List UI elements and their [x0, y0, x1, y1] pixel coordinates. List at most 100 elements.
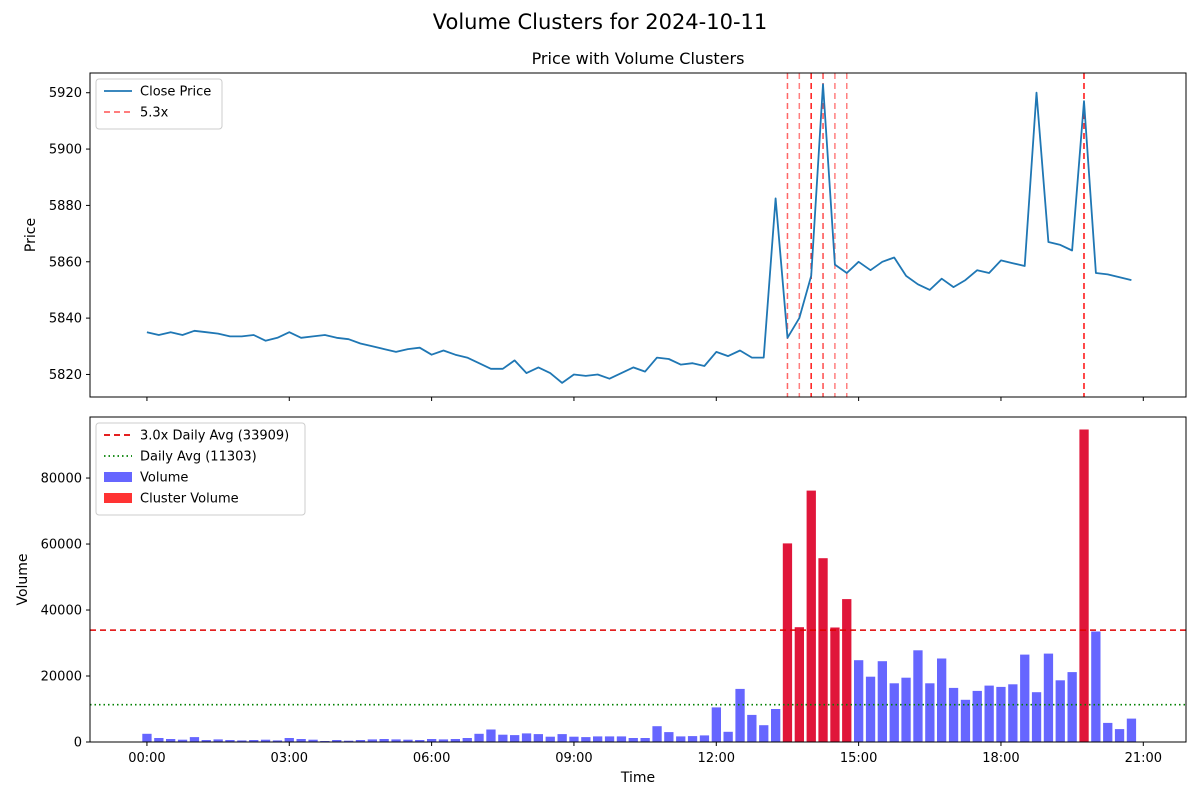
volume-bar — [450, 739, 460, 742]
volume-bar — [771, 709, 781, 742]
volume-bar — [854, 660, 864, 742]
volume-bar — [1126, 718, 1137, 742]
volume-bar — [474, 733, 484, 742]
axes-frame — [89, 416, 1187, 743]
x-tick-label: 18:00 — [982, 751, 1019, 766]
y-tick-label: 0 — [74, 736, 82, 751]
volume-bar — [462, 738, 472, 742]
volume-bar — [960, 699, 971, 742]
legend-label: 5.3x — [140, 106, 169, 121]
legend-swatch — [104, 493, 132, 503]
volume-bar — [1031, 692, 1042, 742]
cluster-volume-bar — [818, 558, 828, 742]
volume-bar — [652, 726, 662, 742]
volume-bar — [213, 739, 223, 742]
y-tick-label: 5860 — [49, 255, 82, 270]
volume-bar — [865, 676, 876, 742]
volume-bar — [972, 690, 982, 742]
legend: 3.0x Daily Avg (33909) Daily Avg (11303) V… — [95, 422, 306, 516]
volume-bar — [948, 687, 959, 742]
volume-bar — [687, 736, 698, 742]
volume-bar — [498, 734, 508, 742]
x-tick-label: 09:00 — [555, 751, 592, 766]
panel-title: Price with Volume Clusters — [532, 49, 745, 68]
y-tick-label: 40000 — [41, 604, 82, 619]
volume-bar — [877, 661, 887, 742]
volume-bar — [272, 740, 283, 742]
volume-bar — [604, 736, 615, 742]
legend-label: 3.0x Daily Avg (33909) — [140, 429, 289, 444]
close-price-line — [146, 83, 1132, 384]
x-tick-label: 15:00 — [840, 751, 877, 766]
legend-box — [95, 422, 306, 516]
volume-bar — [913, 650, 923, 742]
volume-bar — [557, 734, 567, 742]
volume-bar — [1091, 631, 1101, 742]
volume-bar — [901, 677, 911, 742]
volume-bar — [1020, 654, 1030, 742]
volume-bar — [616, 736, 627, 742]
volume-bar — [937, 658, 947, 742]
y-tick-label: 5820 — [49, 368, 82, 383]
legend-swatch — [104, 472, 132, 482]
volume-bar — [1008, 684, 1018, 742]
cluster-volume-bar — [782, 543, 793, 742]
axes-frame — [89, 72, 1187, 398]
y-tick-label: 5920 — [49, 86, 82, 101]
x-tick-label: 21:00 — [1125, 751, 1162, 766]
y-tick-label: 20000 — [41, 670, 82, 685]
volume-bar — [177, 739, 188, 742]
volume-bar — [628, 738, 638, 742]
volume-bar — [142, 733, 152, 742]
figure-title: Volume Clusters for 2024-10-11 — [432, 10, 768, 34]
volume-bar — [249, 740, 259, 742]
volume-bar — [664, 732, 674, 742]
volume-bar — [1103, 722, 1113, 742]
x-tick-label: 06:00 — [413, 751, 450, 766]
volume-bar — [308, 739, 318, 742]
volume-bar — [1067, 672, 1077, 742]
volume-bar — [154, 738, 164, 742]
volume-bar — [723, 731, 733, 742]
cluster-volume-bar — [842, 599, 852, 742]
volume-bar — [711, 707, 721, 742]
volume-bar — [984, 685, 994, 742]
x-tick-label: 12:00 — [698, 751, 735, 766]
volume-bar — [344, 740, 354, 742]
volume-bar — [332, 740, 342, 742]
volume-bar — [367, 739, 377, 742]
volume-bar — [996, 686, 1006, 742]
volume-bar — [201, 740, 211, 742]
legend-label: Daily Avg (11303) — [140, 450, 257, 465]
legend-label: Close Price — [140, 85, 211, 100]
volume-bar — [379, 739, 389, 742]
volume-bar — [225, 740, 235, 742]
volume-bar — [676, 736, 686, 742]
volume-bar — [735, 688, 745, 742]
legend-label: Volume — [140, 471, 188, 486]
volume-bar — [189, 737, 200, 742]
volume-bar — [166, 739, 176, 742]
cluster-volume-bar — [1079, 429, 1089, 742]
volume-bar — [486, 729, 496, 742]
volume-bar — [889, 683, 899, 742]
volume-bar — [640, 738, 650, 742]
volume-bar — [581, 737, 591, 742]
cluster-volume-bar — [830, 627, 840, 742]
volume-bar — [355, 740, 366, 742]
volume-bar — [521, 733, 532, 742]
volume-bar — [415, 740, 425, 742]
volume-bar — [296, 739, 306, 742]
volume-bar — [699, 735, 710, 742]
volume-bar — [747, 714, 757, 742]
cluster-volume-bar — [806, 490, 816, 742]
volume-bar — [260, 739, 271, 742]
x-tick-label: 00:00 — [128, 751, 165, 766]
volume-bar — [759, 725, 769, 742]
y-axis-label: Volume — [15, 553, 31, 605]
legend: Close Price 5.3x — [95, 78, 223, 130]
volume-bar — [1055, 680, 1065, 742]
volume-bar — [403, 739, 413, 742]
y-axis-label: Price — [23, 218, 39, 252]
